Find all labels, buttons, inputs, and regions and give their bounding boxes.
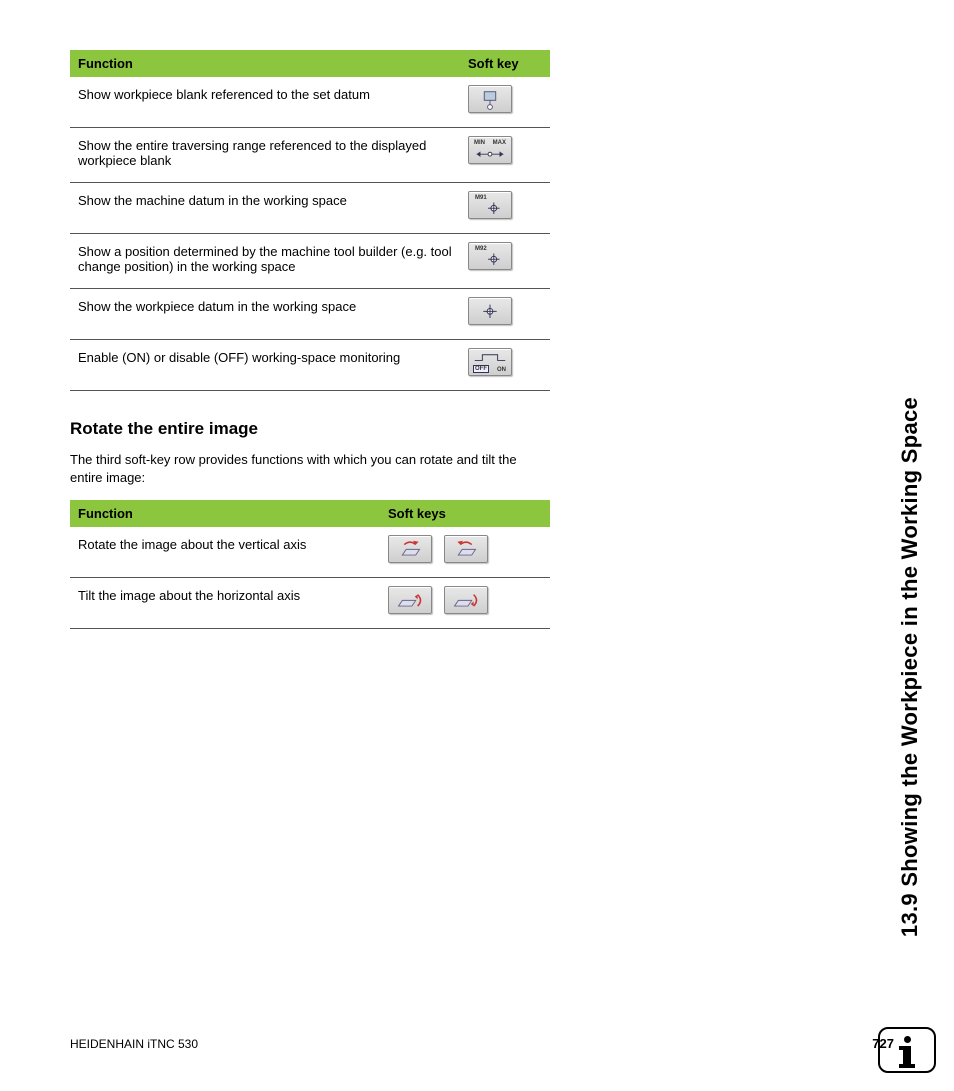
t1-r4-func: Show the workpiece datum in the working … xyxy=(70,289,460,340)
softkey-m91-icon[interactable]: M91 xyxy=(468,191,512,219)
table-row: Rotate the image about the vertical axis xyxy=(70,527,550,578)
t1-header-softkey: Soft key xyxy=(460,50,550,77)
t2-r1-func: Tilt the image about the horizontal axis xyxy=(70,578,380,629)
softkey-m92-icon[interactable]: M92 xyxy=(468,242,512,270)
softkey-min-max-icon[interactable]: MINMAX xyxy=(468,136,512,164)
t1-r2-func: Show the machine datum in the working sp… xyxy=(70,183,460,234)
side-section-title-text: 13.9 Showing the Workpiece in the Workin… xyxy=(897,397,923,937)
section-heading-rotate: Rotate the entire image xyxy=(70,419,550,439)
softkey-crosshair-icon[interactable] xyxy=(468,297,512,325)
section-body-rotate: The third soft-key row provides function… xyxy=(70,451,520,486)
function-table-1: Function Soft key Show workpiece blank r… xyxy=(70,50,550,391)
softkey-tilt-up-icon[interactable] xyxy=(388,586,432,614)
table-row: Show the entire traversing range referen… xyxy=(70,128,550,183)
table-row: Show the workpiece datum in the working … xyxy=(70,289,550,340)
table-row: Show the machine datum in the working sp… xyxy=(70,183,550,234)
softkey-tilt-down-icon[interactable] xyxy=(444,586,488,614)
t1-header-function: Function xyxy=(70,50,460,77)
t2-header-softkeys: Soft keys xyxy=(380,500,550,527)
t1-r3-func: Show a position determined by the machin… xyxy=(70,234,460,289)
softkey-datum-block-icon[interactable] xyxy=(468,85,512,113)
table-row: Show a position determined by the machin… xyxy=(70,234,550,289)
side-section-title: 13.9 Showing the Workpiece in the Workin… xyxy=(890,40,930,680)
t1-r0-func: Show workpiece blank referenced to the s… xyxy=(70,77,460,128)
t2-header-function: Function xyxy=(70,500,380,527)
t1-r5-func: Enable (ON) or disable (OFF) working-spa… xyxy=(70,340,460,391)
page-footer: HEIDENHAIN iTNC 530 727 xyxy=(70,1036,894,1051)
footer-product: HEIDENHAIN iTNC 530 xyxy=(70,1037,198,1051)
softkey-rotate-cw-icon[interactable] xyxy=(388,535,432,563)
softkey-off-on-icon[interactable]: OFF ON xyxy=(468,348,512,376)
main-content: Function Soft key Show workpiece blank r… xyxy=(70,50,550,629)
table-row: Show workpiece blank referenced to the s… xyxy=(70,77,550,128)
t1-r1-func: Show the entire traversing range referen… xyxy=(70,128,460,183)
softkey-rotate-ccw-icon[interactable] xyxy=(444,535,488,563)
function-table-2: Function Soft keys Rotate the image abou… xyxy=(70,500,550,629)
table-row: Tilt the image about the horizontal axis xyxy=(70,578,550,629)
table-row: Enable (ON) or disable (OFF) working-spa… xyxy=(70,340,550,391)
info-icon xyxy=(878,1027,936,1073)
t2-r0-func: Rotate the image about the vertical axis xyxy=(70,527,380,578)
